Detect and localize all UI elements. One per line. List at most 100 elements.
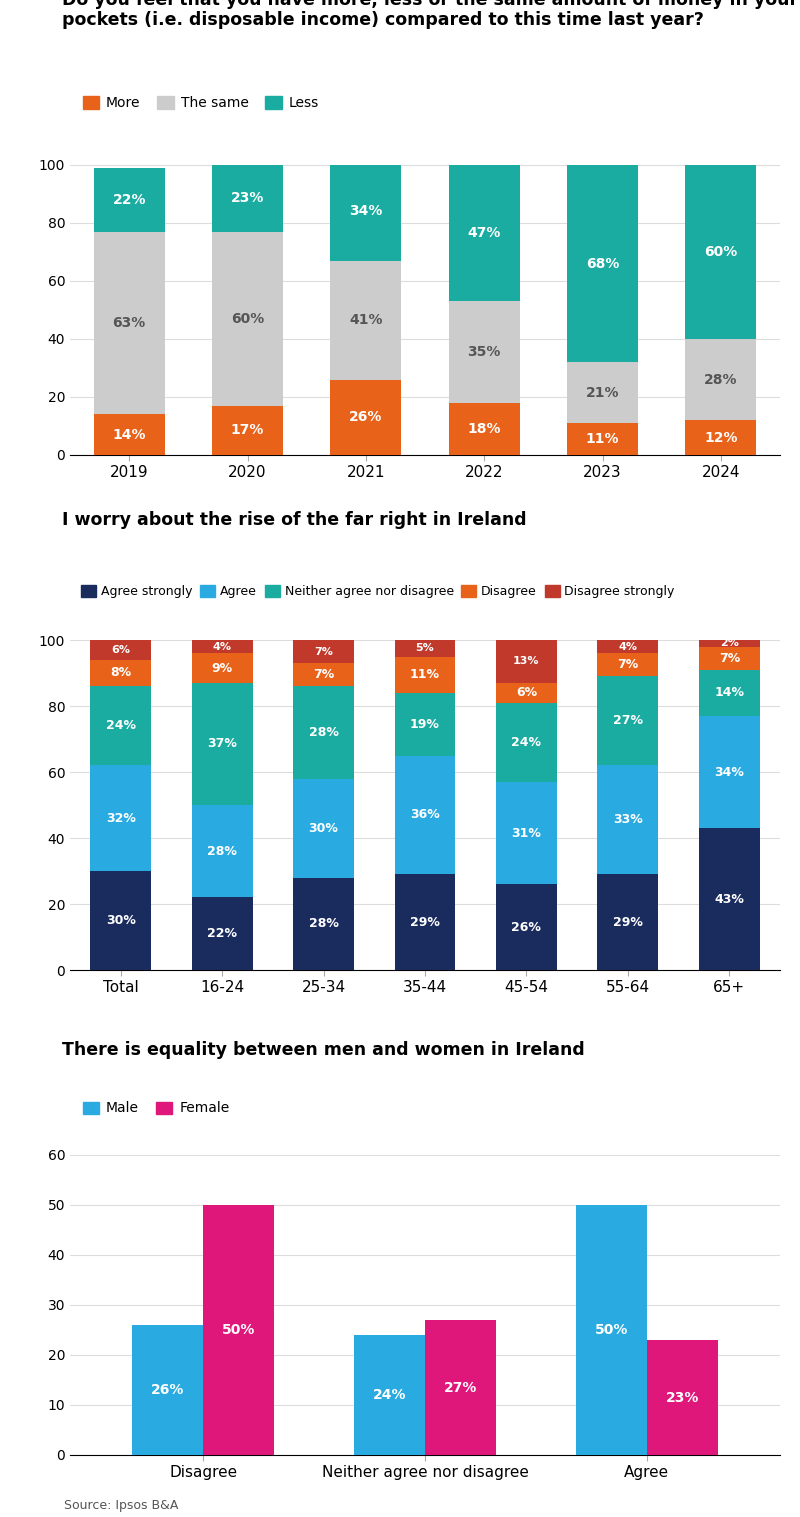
Text: 37%: 37% [207,737,237,751]
Bar [90,660,151,686]
Text: 14%: 14% [113,428,146,441]
Bar [293,640,354,663]
Bar [598,874,658,969]
Bar [567,423,638,455]
Bar [686,420,756,455]
Bar [330,261,402,379]
Bar [394,693,455,755]
Text: 24%: 24% [511,736,542,749]
Text: 32%: 32% [106,812,136,825]
Legend: More, The same, Less: More, The same, Less [77,91,325,115]
Text: 26%: 26% [151,1384,184,1397]
Text: 23%: 23% [231,191,264,205]
Text: 17%: 17% [231,423,264,437]
Text: 28%: 28% [309,727,338,739]
Text: 60%: 60% [231,311,264,326]
Bar [449,404,520,455]
Text: Do you feel that you have more, less or the same amount of money in your
pockets: Do you feel that you have more, less or … [62,0,798,29]
Bar [394,874,455,969]
Bar [203,1204,274,1455]
Text: 47%: 47% [467,226,501,240]
Bar [192,640,253,654]
Bar [686,338,756,420]
Text: 50%: 50% [594,1323,628,1336]
Text: 33%: 33% [613,813,642,827]
Text: 60%: 60% [704,246,738,259]
Text: 63%: 63% [113,316,146,331]
Bar [192,898,253,969]
Bar [449,165,520,302]
Text: 4%: 4% [618,642,638,652]
Bar [598,677,658,766]
Text: 12%: 12% [704,431,738,444]
Text: 27%: 27% [613,715,643,727]
Legend: Male, Female: Male, Female [77,1095,235,1121]
Bar [496,683,557,702]
Bar [192,806,253,898]
Bar [394,755,455,874]
Text: 9%: 9% [211,661,233,675]
Bar [330,379,402,455]
Bar [293,686,354,778]
Text: 6%: 6% [111,645,130,655]
Text: 22%: 22% [113,193,146,206]
Text: 30%: 30% [106,915,136,927]
Text: 7%: 7% [718,652,740,664]
Bar [90,640,151,660]
Text: 50%: 50% [222,1323,255,1336]
Text: 13%: 13% [513,657,540,666]
Bar [576,1204,647,1455]
Text: 24%: 24% [373,1388,406,1402]
Text: 68%: 68% [586,256,619,270]
Bar [699,669,760,716]
Text: 11%: 11% [586,432,619,446]
Bar [496,781,557,884]
Text: 2%: 2% [720,639,738,648]
Text: 7%: 7% [618,658,638,671]
Bar [425,1320,496,1455]
Bar [90,871,151,969]
Text: 34%: 34% [714,766,744,778]
Text: 43%: 43% [714,892,744,906]
Text: 24%: 24% [106,719,136,733]
Text: 14%: 14% [714,686,744,699]
Bar [212,165,283,232]
Text: 19%: 19% [410,718,440,731]
Text: 41%: 41% [349,313,382,328]
Bar [394,640,455,657]
Text: 28%: 28% [309,918,338,930]
Bar [686,165,756,338]
Text: Source: Ipsos B&A: Source: Ipsos B&A [64,1499,178,1512]
Bar [699,716,760,828]
Bar [354,1335,425,1455]
Bar [699,828,760,969]
Text: 35%: 35% [467,344,501,360]
Bar [293,878,354,969]
Bar [293,778,354,878]
Legend: Agree strongly, Agree, Neither agree nor disagree, Disagree, Disagree strongly: Agree strongly, Agree, Neither agree nor… [76,579,680,604]
Bar [94,168,165,232]
Text: 23%: 23% [666,1391,699,1405]
Bar [394,657,455,693]
Text: 18%: 18% [467,422,501,435]
Text: 28%: 28% [207,845,237,857]
Bar [496,884,557,969]
Text: 36%: 36% [410,809,440,821]
Bar [192,683,253,806]
Text: 28%: 28% [704,373,738,387]
Text: 29%: 29% [613,916,642,928]
Text: 26%: 26% [349,410,382,425]
Text: There is equality between men and women in Ireland: There is equality between men and women … [62,1041,585,1059]
Text: 34%: 34% [349,205,382,218]
Text: 11%: 11% [410,667,440,681]
Bar [293,663,354,686]
Bar [496,640,557,683]
Text: 7%: 7% [313,667,334,681]
Bar [94,232,165,414]
Bar [212,405,283,455]
Bar [90,766,151,871]
Text: 21%: 21% [586,385,619,399]
Text: 29%: 29% [410,916,440,928]
Bar [598,766,658,874]
Bar [449,302,520,404]
